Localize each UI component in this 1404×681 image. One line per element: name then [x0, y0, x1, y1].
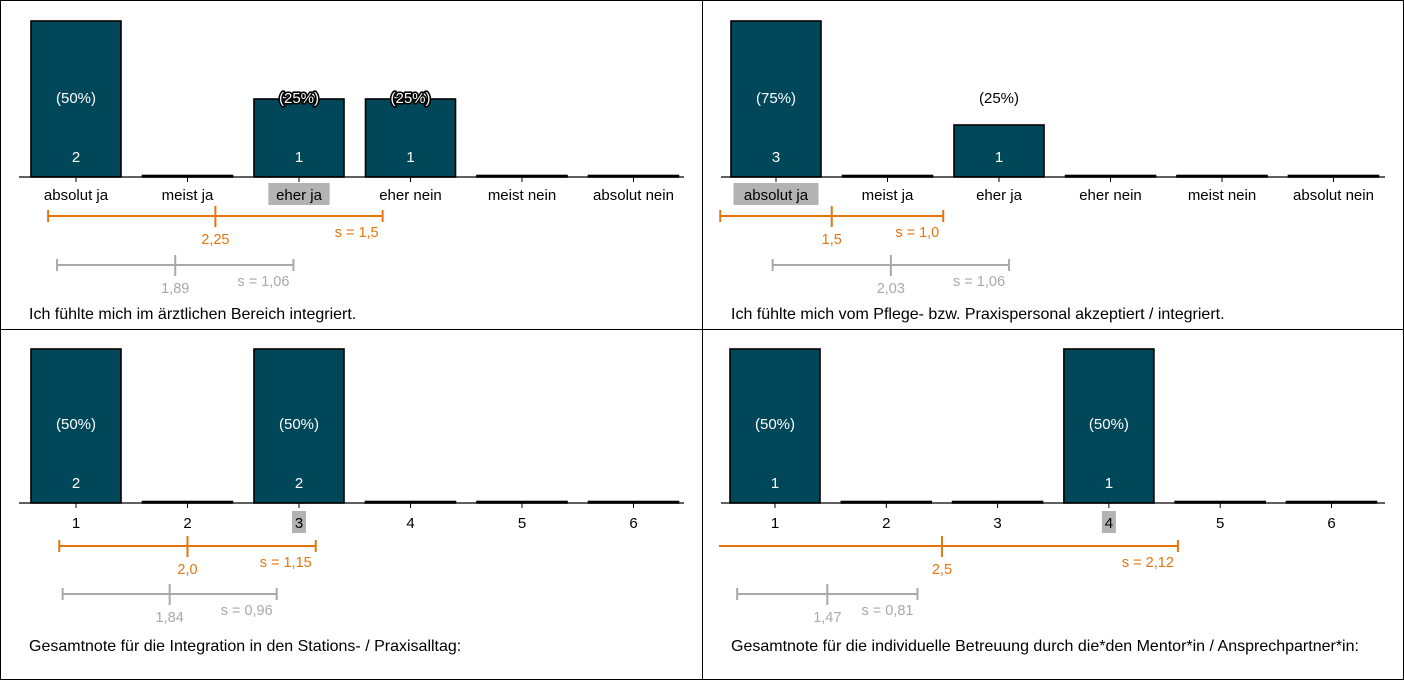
own-sd-label: s = 1,5: [335, 225, 379, 241]
x-tick-label: 5: [518, 515, 526, 532]
percent-label: (50%): [1089, 416, 1129, 433]
comparison-mean-label: 2,03: [877, 281, 905, 297]
x-tick-label: meist nein: [1188, 187, 1256, 204]
own-sd-label: s = 1,15: [260, 555, 312, 571]
x-tick-label: eher ja: [976, 187, 1023, 204]
x-tick-label: 3: [993, 515, 1001, 532]
highlight-marker: [268, 183, 330, 205]
percent-label: (25%): [279, 90, 319, 107]
bar-value-label: 1: [995, 149, 1003, 166]
x-tick-label: 6: [629, 515, 637, 532]
x-tick-label: 6: [1327, 515, 1335, 532]
x-tick-label: 4: [1105, 515, 1113, 532]
bar-value-label: 2: [72, 149, 80, 166]
own-mean-label: 2,0: [177, 562, 197, 578]
own-sd-label: s = 1,0: [895, 225, 939, 241]
bar-4: [1063, 348, 1155, 504]
question-text: Gesamtnote für die individuelle Betreuun…: [731, 638, 1359, 655]
own-sd-label: s = 2,12: [1122, 555, 1174, 571]
comparison-sd-label: s = 1,06: [953, 274, 1005, 290]
bar-value-label: 1: [295, 149, 303, 166]
bar-value-label: 3: [772, 149, 780, 166]
x-tick-label: eher ja: [276, 187, 323, 204]
bar-1: [30, 20, 122, 178]
own-mean-label: 2,25: [201, 232, 229, 248]
bar-3: [253, 98, 345, 178]
chart-panel-4: 1 (50%) 1 (50%) 1 2 3 4 5 6 2,5 s = 2,12 1,47 s = 0,8…: [702, 329, 1404, 680]
own-mean-label: 1,5: [822, 232, 842, 248]
x-tick-label: 1: [771, 515, 779, 532]
x-tick-label: 2: [882, 515, 890, 532]
highlight-marker: [1101, 511, 1116, 533]
chart-panel-3: 2 (50%) 2 (50%) 1 2 3 4 5 6 2,0 s = 1,15 1,84 s = 0,9…: [0, 329, 703, 680]
bar-value-label: 2: [295, 475, 303, 492]
bar-4: [364, 98, 457, 178]
comparison-mean-label: 1,89: [161, 281, 189, 297]
x-tick-label: 4: [406, 515, 414, 532]
percent-label: (50%): [279, 416, 319, 433]
x-tick-label: eher nein: [1079, 187, 1142, 204]
question-text: Gesamtnote für die Integration in den St…: [29, 638, 462, 655]
highlight-marker: [733, 183, 819, 205]
x-tick-label: meist nein: [488, 187, 556, 204]
percent-label: (50%): [755, 416, 795, 433]
comparison-mean-label: 1,47: [813, 610, 841, 626]
x-tick-label: meist ja: [162, 187, 214, 204]
percent-label: (25%): [390, 90, 430, 107]
x-tick-label: eher nein: [379, 187, 442, 204]
x-tick-label: 3: [295, 515, 303, 532]
x-tick-label: absolut ja: [744, 187, 809, 204]
bar-value-label: 1: [771, 475, 779, 492]
bar-chart-svg: 2 (50%) 1 (25%) 1 (25%) absolut ja meist ja eher…: [19, 20, 684, 297]
x-tick-label: absolut nein: [1293, 187, 1374, 204]
chart-panel-1: 2 (50%) 1 (25%) 1 (25%) absolut ja meist ja eher…: [0, 0, 703, 330]
own-mean-label: 2,5: [932, 562, 952, 578]
comparison-sd-label: s = 0,96: [221, 603, 273, 619]
percent-label: (50%): [56, 90, 96, 107]
highlight-marker: [292, 511, 306, 533]
comparison-sd-label: s = 0,81: [861, 603, 913, 619]
comparison-mean-label: 1,84: [156, 610, 184, 626]
bar-chart-svg: 2 (50%) 2 (50%) 1 2 3 4 5 6 2,0 s = 1,15 1,84 s = 0,9…: [19, 348, 684, 626]
bar-1: [730, 20, 822, 178]
question-text: Ich fühlte mich vom Pflege- bzw. Praxisp…: [731, 306, 1225, 323]
x-tick-label: absolut ja: [44, 187, 109, 204]
bar-value-label: 1: [1105, 475, 1113, 492]
question-text: Ich fühlte mich im ärztlichen Bereich in…: [29, 306, 357, 323]
percent-label: (25%): [979, 90, 1019, 107]
chart-panel-2: 3 (75%) 1 (25%) absolut ja meist ja eher ja ehe…: [702, 0, 1404, 330]
x-tick-label: meist ja: [862, 187, 914, 204]
percent-label: (75%): [756, 90, 796, 107]
x-tick-label: 2: [183, 515, 191, 532]
bar-3: [953, 124, 1045, 178]
x-tick-label: 5: [1216, 515, 1224, 532]
bar-chart-svg: 1 (50%) 1 (50%) 1 2 3 4 5 6 2,5 s = 2,12 1,47 s = 0,8…: [719, 348, 1385, 626]
bar-chart-svg: 3 (75%) 1 (25%) absolut ja meist ja eher ja ehe…: [719, 20, 1385, 297]
percent-label: (50%): [56, 416, 96, 433]
bar-3: [253, 348, 345, 504]
x-tick-label: absolut nein: [593, 187, 674, 204]
bar-value-label: 2: [72, 475, 80, 492]
x-tick-label: 1: [72, 515, 80, 532]
bar-value-label: 1: [406, 149, 414, 166]
comparison-sd-label: s = 1,06: [237, 274, 289, 290]
